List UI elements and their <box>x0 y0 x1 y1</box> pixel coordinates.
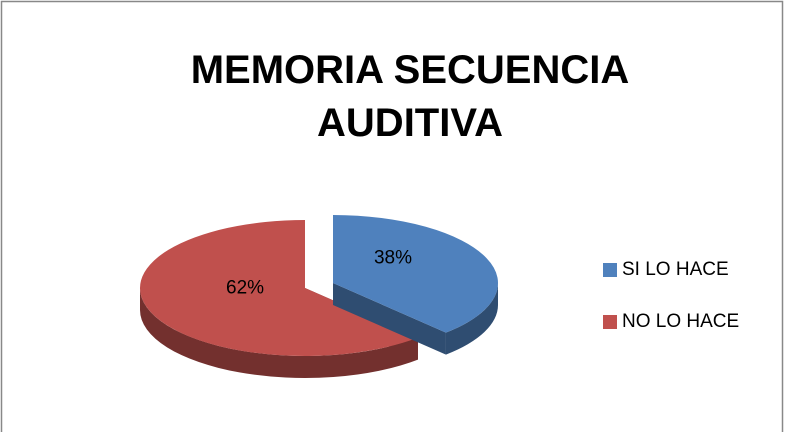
data-label: 38% <box>374 247 412 268</box>
legend-label: SI LO HACE <box>622 259 729 280</box>
data-label: 62% <box>226 278 264 299</box>
slice-side <box>333 283 446 355</box>
slice-rim <box>140 288 418 378</box>
legend-swatch <box>603 263 617 277</box>
chart-title: MEMORIA SECUENCIA AUDITIVA <box>190 48 630 145</box>
pie-slice <box>333 215 498 355</box>
slice-top <box>333 215 498 333</box>
slice-rim <box>445 283 498 355</box>
legend-label: NO LO HACE <box>622 311 739 332</box>
slice-top <box>139 220 418 356</box>
pie-slice <box>139 220 418 378</box>
legend-swatch <box>603 315 617 329</box>
